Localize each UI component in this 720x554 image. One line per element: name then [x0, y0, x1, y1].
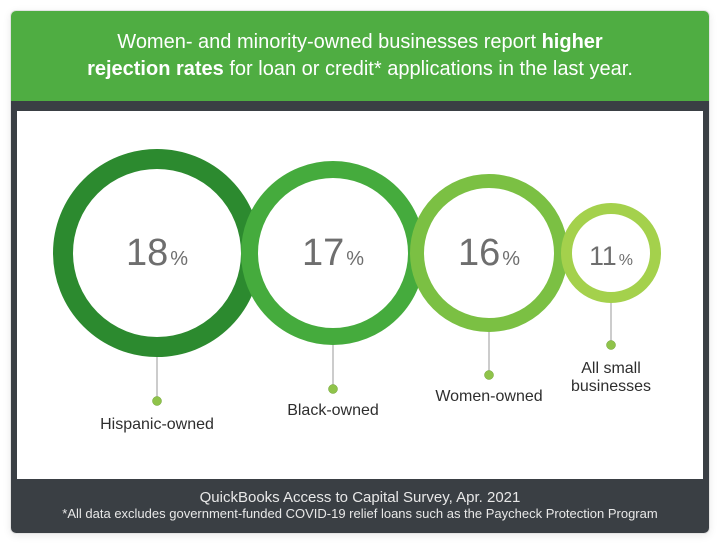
- leader-dot: [485, 371, 494, 380]
- header-text: Women- and minority-owned businesses rep…: [87, 31, 633, 80]
- ring-label: businesses: [571, 378, 651, 395]
- chart-area: 18%Hispanic-owned17%Black-owned16%Women-…: [11, 111, 709, 479]
- infographic-card: Women- and minority-owned businesses rep…: [10, 10, 710, 534]
- footer-note: *All data excludes government-funded COV…: [31, 506, 689, 521]
- ring-chart-svg: 18%Hispanic-owned17%Black-owned16%Women-…: [17, 111, 705, 451]
- leader-dot: [153, 397, 162, 406]
- ring-label: Black-owned: [287, 402, 379, 419]
- header-strong-2: rejection rates: [87, 58, 224, 80]
- header-strong-1: higher: [542, 31, 603, 53]
- footer-source: QuickBooks Access to Capital Survey, Apr…: [31, 489, 689, 506]
- header-line1-pre: Women- and minority-owned businesses rep…: [117, 31, 541, 53]
- leader-dot: [329, 385, 338, 394]
- ring-label: Women-owned: [435, 388, 542, 405]
- footer-bar: QuickBooks Access to Capital Survey, Apr…: [11, 479, 709, 533]
- ring-label: All small: [581, 360, 641, 377]
- leader-dot: [607, 341, 616, 350]
- frame-top-bar: [11, 101, 709, 111]
- header-line2-post: for loan or credit* applications in the …: [224, 58, 633, 80]
- header-banner: Women- and minority-owned businesses rep…: [11, 11, 709, 101]
- ring-label: Hispanic-owned: [100, 416, 214, 433]
